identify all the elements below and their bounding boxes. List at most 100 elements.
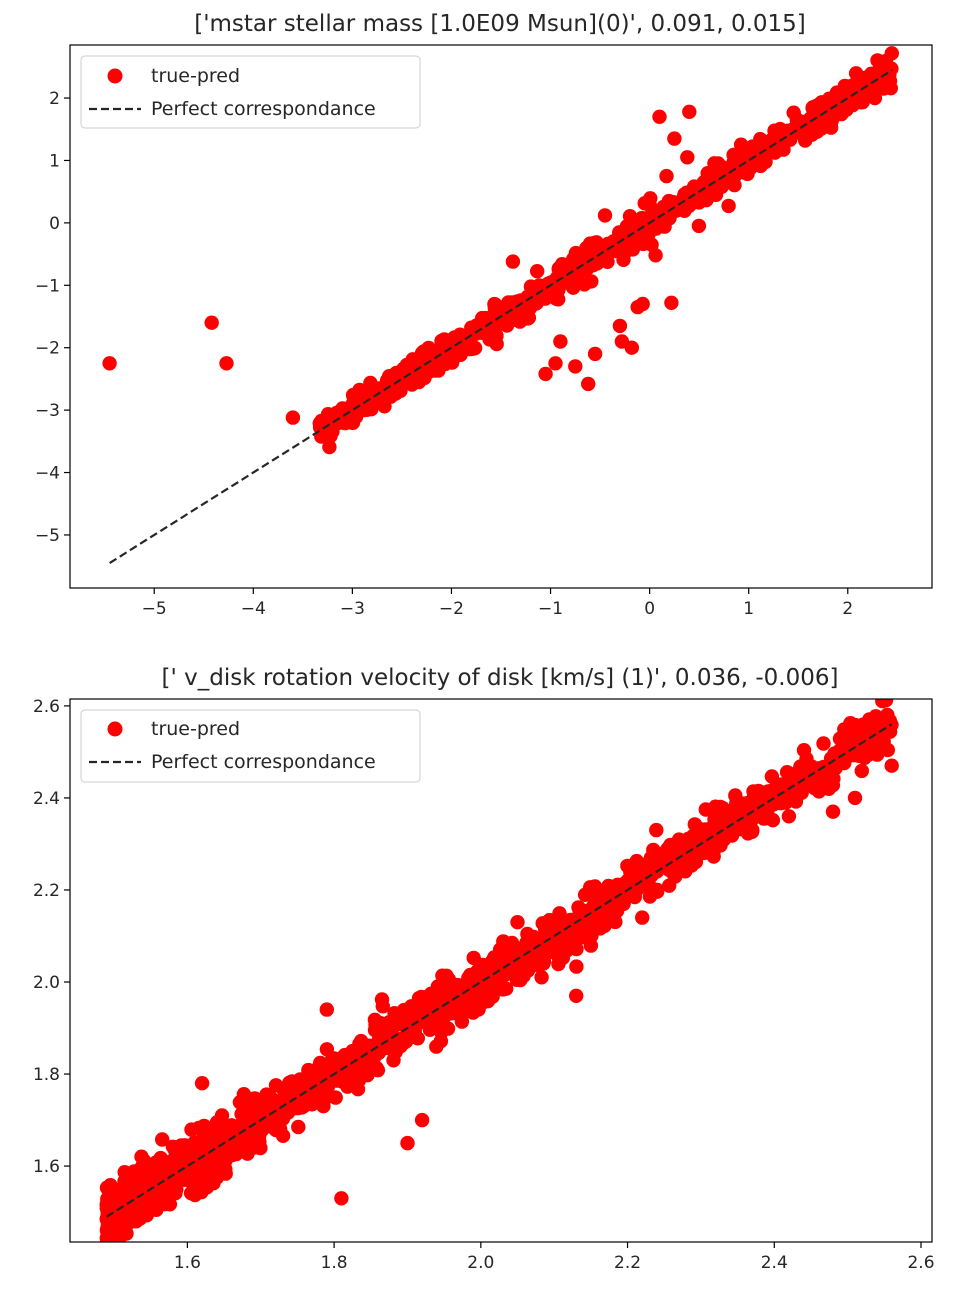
chart-1-legend-label-line: Perfect correspondance — [151, 98, 376, 120]
chart-2-point-1384 — [624, 882, 639, 898]
chart-1-legend-marker-points — [107, 68, 123, 84]
chart-2-point-1411 — [855, 726, 870, 741]
chart-2-point-690 — [134, 1149, 149, 1164]
chart-1-point-722 — [597, 208, 613, 223]
chart-1-point-687 — [767, 145, 783, 160]
chart-1-point-239 — [691, 218, 707, 234]
chart-2-point-1335 — [206, 1175, 221, 1191]
chart-2-frame — [69, 698, 933, 1243]
chart-1-point-684 — [780, 123, 796, 138]
chart-1-legend: true-pred Perfect correspondance — [80, 55, 421, 129]
chart-1-point-652 — [538, 291, 553, 306]
chart-1-point-716 — [664, 295, 679, 310]
chart-2-legend-label-points: true-pred — [151, 718, 240, 740]
chart-1-ytick-label-5: 0 — [49, 214, 60, 234]
chart-2-point-1400 — [334, 1191, 349, 1206]
chart-1-ytick-label-3: −2 — [35, 339, 60, 359]
chart-2-point-1332 — [516, 969, 531, 984]
chart-2-point-1221 — [167, 1151, 183, 1166]
chart-2-point-1230 — [499, 981, 514, 996]
chart-1-ytick-label-2: −3 — [35, 401, 60, 421]
chart-1-xtick-label-5: 0 — [644, 599, 655, 619]
chart-1-point-672 — [883, 81, 898, 96]
chart-1-point-629 — [833, 103, 848, 118]
chart-2-point-1319 — [201, 1157, 217, 1173]
chart-2-point-1406 — [745, 822, 760, 838]
chart-2-point-1350 — [109, 1206, 124, 1221]
chart-2-point-1378 — [641, 876, 656, 891]
chart-1-xticks: −5 −4 −3 −2 −1 0 1 2 — [142, 588, 853, 619]
chart-1-point-699 — [314, 414, 329, 429]
chart-2-point-1375 — [596, 903, 611, 918]
chart-2-point-139 — [875, 699, 890, 709]
chart-1-point-688 — [499, 318, 515, 333]
chart-2-point-1283 — [837, 722, 852, 737]
chart-2-point-1007 — [352, 1061, 367, 1076]
chart-2-point-1275 — [534, 947, 550, 962]
chart-2-correspondance-line — [106, 723, 893, 1218]
chart-2-point-118 — [569, 959, 584, 974]
chart-1-point-661 — [373, 390, 389, 405]
chart-2-point-1286 — [601, 878, 616, 894]
chart-1-point-669 — [532, 278, 547, 293]
chart-2-point-1254 — [793, 759, 808, 774]
chart-2-point-760 — [291, 1119, 306, 1135]
chart-2-point-1044 — [422, 1022, 438, 1037]
chart-2-point-1263 — [874, 742, 890, 757]
chart-1-point-397 — [884, 46, 899, 61]
chart-2-point-1300 — [307, 1073, 322, 1089]
chart-1-ytick-label-0: −5 — [35, 526, 60, 546]
chart-2-ytick-label-5: 2.6 — [33, 697, 60, 717]
chart-2-point-1017 — [398, 1033, 414, 1048]
chart-2-point-1238 — [660, 841, 675, 856]
chart-1-point-639 — [450, 334, 465, 349]
chart-1-point-605 — [695, 192, 710, 207]
chart-1-point-609 — [391, 380, 406, 396]
chart-1-point-710 — [587, 346, 603, 362]
chart-2-point-1399 — [454, 1014, 470, 1029]
chart-1-point-721 — [682, 104, 697, 120]
chart-1-point-698 — [420, 361, 435, 377]
chart-2-point-1274 — [386, 1053, 401, 1068]
chart-2-point-390 — [796, 743, 812, 758]
chart-1-point-680 — [472, 316, 487, 332]
chart-1-point-655 — [708, 187, 724, 202]
chart-2-point-1219 — [353, 1033, 369, 1049]
chart-2-xtick-label-3: 2.2 — [614, 1253, 641, 1273]
chart-2-xtick-label-5: 2.6 — [907, 1253, 934, 1273]
chart-1-correspondance-line — [109, 69, 893, 564]
chart-2-point-1382 — [773, 777, 789, 792]
chart-2-point-1369 — [496, 937, 512, 953]
chart-2-point-1194 — [157, 1189, 173, 1204]
chart-1-xtick-label-6: 1 — [743, 599, 754, 619]
chart-1-point-719 — [667, 131, 682, 146]
chart-2-point-1407 — [781, 809, 797, 824]
chart-2-point-1412 — [569, 988, 584, 1003]
chart-2-yticks: 1.6 1.8 2.0 2.2 2.4 2.6 — [33, 697, 70, 1177]
chart-2-point-1135 — [253, 1140, 268, 1156]
chart-2-point-1301 — [879, 713, 895, 728]
chart-2-point-1390 — [480, 960, 495, 975]
chart-2-plot-area — [99, 699, 899, 1242]
chart-1-point-724 — [648, 248, 663, 263]
chart-2-point-1383 — [362, 1047, 377, 1063]
chart-1-point-651 — [829, 85, 845, 100]
chart-1-point-517 — [804, 127, 820, 142]
chart-2-point-897 — [433, 980, 448, 995]
chart-1-point-706 — [548, 356, 563, 371]
chart-2-point-1387 — [576, 924, 591, 939]
chart-1-point-709 — [581, 376, 596, 392]
chart-2-ytick-label-3: 2.2 — [33, 881, 60, 901]
chart-2-ytick-label-2: 2.0 — [33, 973, 60, 993]
chart-2-point-1405 — [693, 827, 709, 842]
chart-1-point-713 — [624, 340, 639, 355]
chart-1-point-711 — [612, 318, 628, 334]
chart-2-point-1314 — [132, 1211, 148, 1226]
chart-1-ytick-label-7: 2 — [49, 89, 60, 109]
chart-1-xtick-label-4: −1 — [538, 599, 563, 619]
chart-2-point-1212 — [469, 996, 484, 1012]
chart-1-point-693 — [484, 329, 499, 344]
chart-2-point-1258 — [217, 1162, 232, 1177]
chart-2-point-1389 — [109, 1225, 124, 1240]
chart-1-point-632 — [818, 96, 833, 112]
